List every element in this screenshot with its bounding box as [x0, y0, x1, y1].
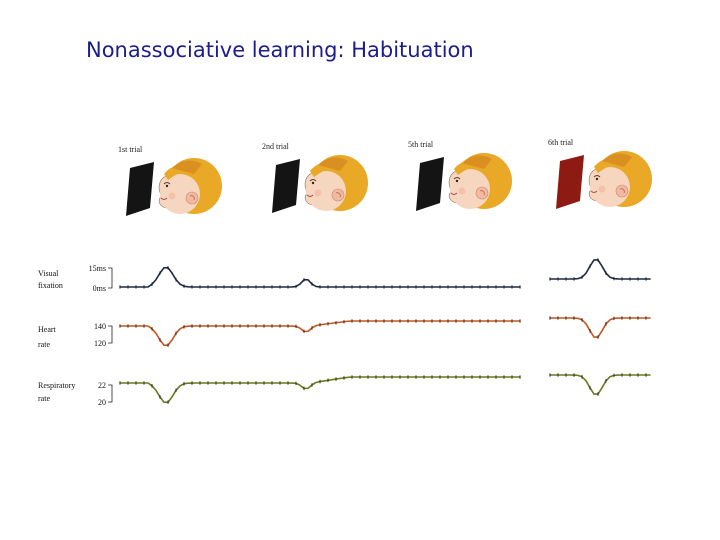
scale-low-label: 20	[98, 398, 106, 407]
trial-label: 2nd trial	[262, 142, 290, 151]
trial-1: 1st trial	[118, 145, 223, 216]
trial-label: 6th trial	[548, 138, 574, 147]
trace-row-1	[119, 258, 651, 289]
trial-3: 5th trial	[408, 140, 513, 211]
trial-label: 5th trial	[408, 140, 434, 149]
trace-row-3	[119, 373, 651, 405]
baby-head-icon	[304, 154, 369, 212]
stimulus-card	[416, 157, 444, 211]
traces	[119, 258, 651, 405]
trial-label: 1st trial	[118, 145, 143, 154]
measure-2: Heart rate 140 120	[38, 322, 113, 349]
baby-head-icon	[158, 157, 223, 215]
scale-bar	[108, 267, 113, 289]
trace-line	[119, 266, 521, 288]
measure-label: Heart	[38, 325, 57, 334]
row-labels: Visual fixation 15ms 0ms Heart rate 140 120 Resp…	[38, 264, 113, 407]
trace-line-6th	[549, 259, 651, 280]
trace-line-6th	[549, 374, 651, 395]
scale-high-label: 140	[94, 322, 106, 331]
scale-low-label: 120	[94, 339, 106, 348]
measure-sublabel: fixation	[38, 281, 63, 290]
stimulus-card	[556, 155, 584, 209]
trace-line-6th	[549, 317, 651, 338]
scale-bar	[108, 384, 113, 403]
stimulus-card	[126, 162, 154, 216]
measure-sublabel: rate	[38, 394, 50, 403]
trials-row: 1st trial 2nd trial 5th trial 6th trial	[118, 138, 653, 216]
scale-low-label: 0ms	[93, 284, 106, 293]
scale-bar	[108, 325, 113, 344]
trial-2: 2nd trial	[262, 142, 369, 213]
trial-4: 6th trial	[548, 138, 653, 209]
measure-sublabel: rate	[38, 340, 50, 349]
baby-head-icon	[588, 150, 653, 208]
scale-high-label: 15ms	[89, 264, 106, 273]
slide-title: Nonassociative learning: Habituation	[86, 38, 474, 62]
stimulus-card	[272, 159, 300, 213]
trace-row-2	[119, 316, 651, 348]
scale-high-label: 22	[98, 381, 106, 390]
measure-1: Visual fixation 15ms 0ms	[38, 264, 113, 293]
measure-3: Respiratory rate 22 20	[38, 381, 113, 407]
measure-label: Visual	[38, 269, 59, 278]
measure-label: Respiratory	[38, 381, 75, 390]
baby-head-icon	[448, 152, 513, 210]
